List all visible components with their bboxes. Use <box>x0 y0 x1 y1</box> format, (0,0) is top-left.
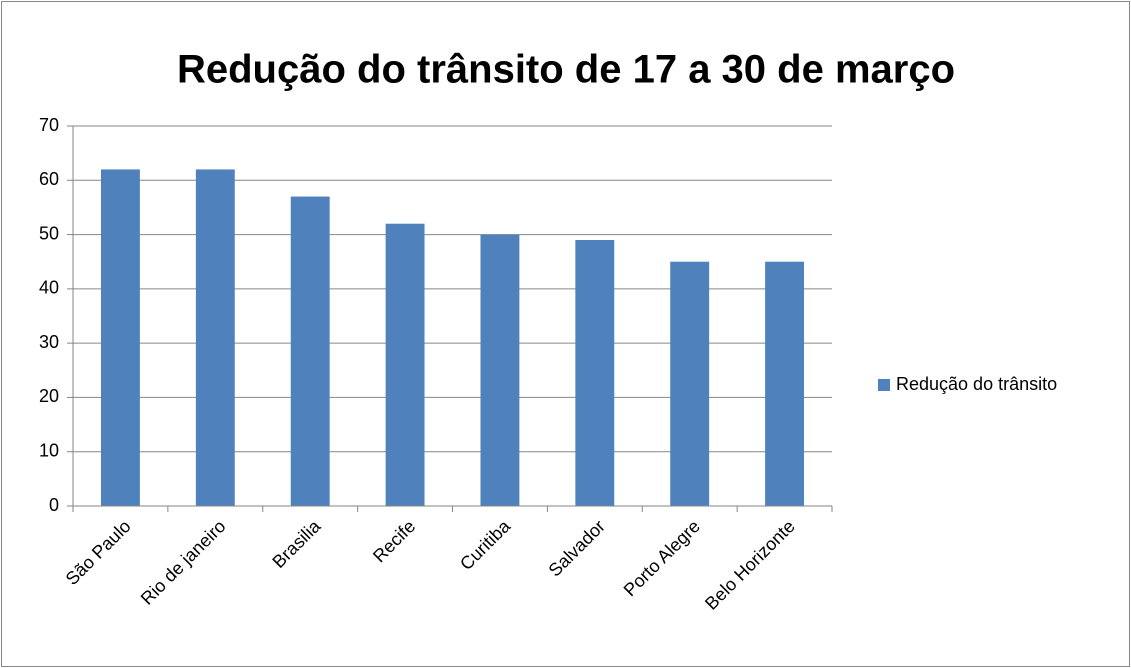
bar <box>290 196 330 507</box>
y-tick-label: 70 <box>39 115 59 135</box>
bar <box>385 223 425 506</box>
chart-title: Redução do trânsito de 17 a 30 de março <box>177 48 955 92</box>
bar <box>575 240 615 506</box>
bar <box>100 169 140 506</box>
y-tick-label: 0 <box>49 495 59 515</box>
legend-label: Redução do trânsito <box>896 374 1057 394</box>
bar <box>670 261 710 506</box>
bar <box>765 261 805 506</box>
legend-swatch <box>878 379 890 391</box>
y-tick-label: 20 <box>39 386 59 406</box>
bar <box>480 234 520 507</box>
y-tick-label: 30 <box>39 332 59 352</box>
y-tick-label: 50 <box>39 223 59 243</box>
y-tick-label: 10 <box>39 440 59 460</box>
bar <box>195 169 235 506</box>
y-tick-label: 60 <box>39 169 59 189</box>
y-tick-label: 40 <box>39 278 59 298</box>
